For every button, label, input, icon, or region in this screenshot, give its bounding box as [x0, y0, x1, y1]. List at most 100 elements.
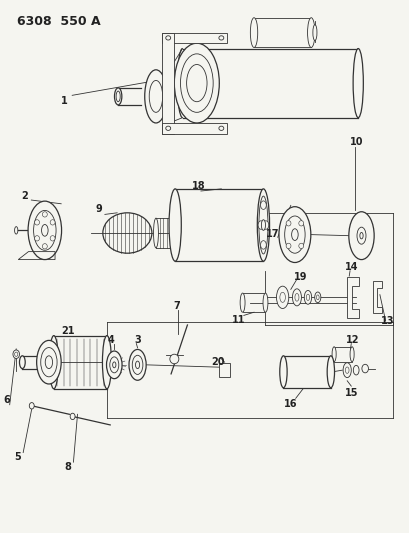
- Ellipse shape: [135, 361, 139, 368]
- Text: 19: 19: [294, 272, 307, 282]
- Ellipse shape: [42, 244, 47, 249]
- Ellipse shape: [129, 350, 146, 380]
- Text: 12: 12: [345, 335, 359, 345]
- Ellipse shape: [132, 356, 143, 374]
- Ellipse shape: [326, 356, 334, 387]
- Ellipse shape: [298, 243, 303, 248]
- Ellipse shape: [353, 366, 358, 375]
- Ellipse shape: [292, 289, 301, 306]
- Ellipse shape: [316, 295, 318, 300]
- Ellipse shape: [285, 243, 290, 248]
- Ellipse shape: [263, 293, 267, 312]
- Ellipse shape: [361, 365, 368, 373]
- Ellipse shape: [303, 290, 311, 304]
- Ellipse shape: [49, 336, 58, 389]
- Text: 2: 2: [21, 191, 28, 201]
- Ellipse shape: [50, 236, 55, 241]
- Text: 6308  550 A: 6308 550 A: [17, 14, 101, 28]
- Bar: [219, 364, 229, 377]
- Text: 5: 5: [14, 452, 21, 462]
- Ellipse shape: [276, 286, 288, 309]
- Ellipse shape: [180, 54, 213, 112]
- Ellipse shape: [29, 402, 34, 409]
- Ellipse shape: [106, 351, 122, 378]
- Ellipse shape: [284, 216, 304, 253]
- Text: 14: 14: [344, 262, 357, 271]
- Ellipse shape: [294, 294, 298, 301]
- Ellipse shape: [312, 25, 316, 41]
- Ellipse shape: [314, 292, 320, 303]
- Ellipse shape: [41, 224, 48, 236]
- Ellipse shape: [257, 189, 269, 261]
- Ellipse shape: [34, 220, 39, 225]
- Ellipse shape: [144, 70, 167, 123]
- Ellipse shape: [34, 236, 39, 241]
- Ellipse shape: [174, 43, 219, 123]
- Ellipse shape: [165, 36, 170, 40]
- Text: 16: 16: [283, 399, 297, 409]
- Ellipse shape: [263, 221, 268, 229]
- Text: 21: 21: [61, 326, 75, 336]
- Ellipse shape: [15, 352, 18, 357]
- Text: 13: 13: [380, 316, 394, 326]
- Ellipse shape: [348, 212, 373, 260]
- Ellipse shape: [36, 341, 61, 384]
- Text: 15: 15: [344, 388, 357, 398]
- Ellipse shape: [149, 80, 162, 112]
- Ellipse shape: [359, 232, 362, 239]
- Text: 10: 10: [349, 137, 363, 147]
- Ellipse shape: [279, 292, 285, 302]
- Text: 9: 9: [95, 204, 102, 214]
- Ellipse shape: [186, 64, 207, 102]
- Ellipse shape: [42, 212, 47, 217]
- Ellipse shape: [45, 356, 52, 368]
- Text: 20: 20: [210, 357, 224, 367]
- Ellipse shape: [28, 201, 61, 260]
- Ellipse shape: [50, 220, 55, 225]
- Ellipse shape: [169, 189, 181, 261]
- Ellipse shape: [260, 241, 265, 249]
- Ellipse shape: [278, 207, 310, 263]
- Text: 18: 18: [191, 181, 205, 191]
- Ellipse shape: [34, 211, 56, 251]
- Ellipse shape: [153, 218, 158, 248]
- Ellipse shape: [291, 229, 297, 240]
- Ellipse shape: [165, 126, 170, 131]
- Ellipse shape: [102, 336, 111, 389]
- Text: 1: 1: [61, 95, 67, 106]
- Text: 4: 4: [108, 335, 114, 345]
- Ellipse shape: [307, 18, 314, 47]
- Polygon shape: [346, 277, 358, 318]
- Text: 11: 11: [231, 314, 245, 325]
- Ellipse shape: [285, 221, 290, 226]
- Polygon shape: [372, 281, 381, 313]
- Ellipse shape: [110, 357, 119, 373]
- Ellipse shape: [240, 293, 245, 312]
- Text: 7: 7: [173, 301, 179, 311]
- Ellipse shape: [218, 126, 223, 131]
- Ellipse shape: [356, 227, 365, 244]
- Ellipse shape: [279, 356, 286, 387]
- Polygon shape: [162, 33, 227, 43]
- Ellipse shape: [169, 354, 178, 364]
- Ellipse shape: [344, 367, 348, 373]
- Ellipse shape: [306, 294, 309, 301]
- Ellipse shape: [258, 196, 267, 254]
- Ellipse shape: [352, 49, 362, 118]
- Ellipse shape: [13, 350, 20, 359]
- Ellipse shape: [260, 201, 265, 209]
- Text: 17: 17: [265, 229, 279, 239]
- Ellipse shape: [15, 227, 18, 234]
- Ellipse shape: [331, 347, 335, 362]
- Ellipse shape: [349, 347, 353, 362]
- Polygon shape: [162, 123, 227, 134]
- Ellipse shape: [258, 221, 263, 229]
- Ellipse shape: [70, 413, 75, 419]
- Ellipse shape: [342, 363, 351, 377]
- Ellipse shape: [20, 356, 25, 368]
- Polygon shape: [162, 33, 174, 134]
- Text: 8: 8: [65, 463, 72, 472]
- Ellipse shape: [250, 18, 257, 47]
- Text: 3: 3: [134, 335, 141, 345]
- Ellipse shape: [298, 221, 303, 226]
